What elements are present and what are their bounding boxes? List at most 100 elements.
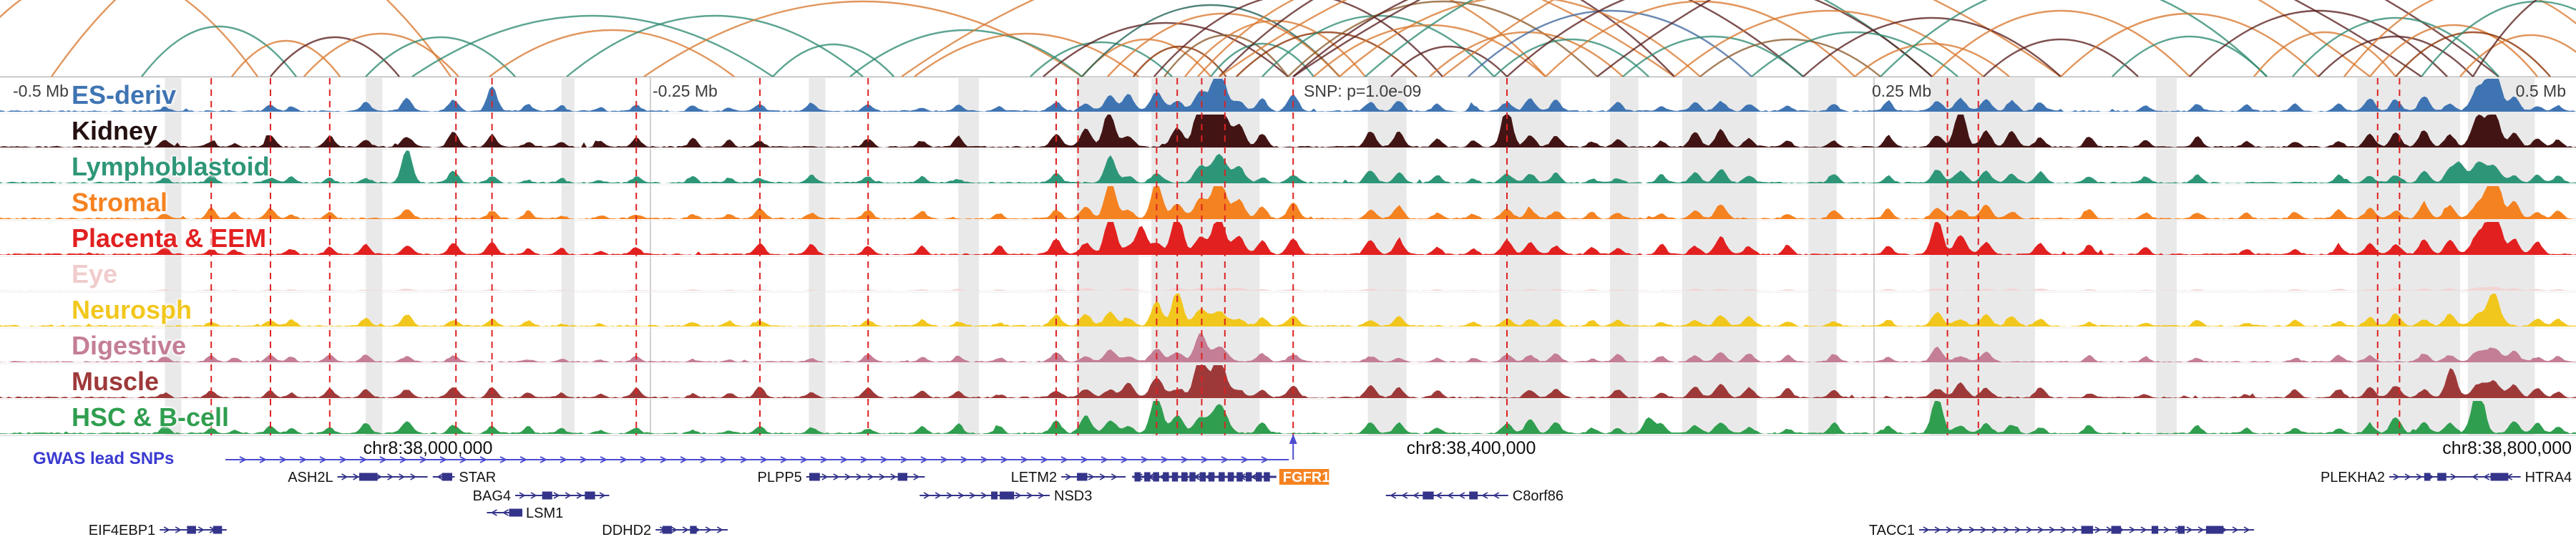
interaction-arc — [1622, 35, 1804, 77]
interaction-arc — [901, 0, 1675, 77]
interaction-arc — [914, 32, 1139, 77]
strand-arrow-icon — [163, 526, 170, 533]
exon-block — [2212, 526, 2224, 534]
gwas-arrow-icon — [419, 456, 428, 463]
signal-track-lymphoblastoid[interactable] — [0, 150, 2576, 183]
gene-letm2[interactable]: LETM2 — [1011, 470, 1126, 485]
gene-label: LSM1 — [526, 505, 563, 521]
ruler-label-plus-0-5: 0.5 Mb — [2515, 82, 2566, 100]
gwas-arrow-icon — [1101, 456, 1109, 463]
interaction-arc — [1219, 0, 2062, 77]
interaction-arc — [772, 44, 895, 77]
interaction-arc — [1236, 31, 1418, 77]
signal-track-kidney[interactable] — [0, 115, 2576, 147]
signal-track-neurosph[interactable] — [0, 294, 2576, 326]
strand-arrow-icon — [197, 526, 205, 533]
strand-arrow-icon — [2232, 526, 2239, 533]
gene-ddhd2[interactable]: DDHD2 — [602, 523, 728, 537]
signal-track-es-deriv[interactable] — [0, 79, 2576, 112]
strand-arrow-icon — [1458, 492, 1465, 499]
exon-block — [2498, 473, 2509, 481]
track-label-hsc-b-cell[interactable]: HSC & B-cell — [72, 402, 230, 432]
gwas-arrow-icon — [299, 456, 308, 463]
interaction-arc — [1468, 9, 1752, 77]
gene-nsd3[interactable]: NSD3 — [919, 488, 1092, 504]
strand-arrow-icon — [856, 473, 863, 480]
gwas-arrow-icon — [1000, 456, 1009, 463]
gene-plekha2[interactable]: PLEKHA2 — [2321, 470, 2468, 485]
signal-track-placenta-eem[interactable] — [0, 222, 2576, 255]
signal-track-stromal[interactable] — [0, 186, 2576, 219]
gene-plpp5[interactable]: PLPP5 — [758, 470, 925, 485]
exon-block — [809, 473, 820, 481]
interaction-arc — [2189, 9, 2448, 77]
gene-htra4[interactable]: HTRA4 — [2467, 470, 2572, 485]
gwas-arrow-icon — [780, 456, 789, 463]
track-label-stromal[interactable]: Stromal — [72, 188, 168, 217]
track-label-lymphoblastoid[interactable]: Lymphoblastoid — [72, 152, 270, 181]
gene-c8orf86[interactable]: C8orf86 — [1385, 488, 1563, 504]
strand-arrow-icon — [1015, 492, 1022, 499]
gwas-arrow-icon — [900, 456, 909, 463]
enhancer-highlight-lines — [210, 78, 2401, 435]
exon-block — [2437, 473, 2446, 481]
gene-label: TACC1 — [1869, 523, 1915, 537]
track-label-eye[interactable]: Eye — [72, 259, 118, 289]
interaction-arc — [2253, 32, 2396, 77]
strand-arrow-icon — [1065, 473, 1072, 480]
gwas-arrow-icon — [720, 456, 728, 463]
interaction-arc — [2395, 31, 2551, 77]
exon-block — [1219, 472, 1225, 482]
gene-ash2l[interactable]: ASH2L — [288, 470, 428, 485]
interaction-arc — [0, 0, 258, 77]
gwas-arrow-icon — [680, 456, 688, 463]
gene-label: STAR — [459, 470, 496, 485]
gene-eif4ebp1[interactable]: EIF4EBP1 — [89, 523, 227, 537]
strand-arrow-icon — [2140, 526, 2147, 533]
gwas-arrow-icon — [279, 456, 288, 463]
strand-arrow-icon — [2060, 526, 2067, 533]
signal-track-digestive[interactable] — [0, 333, 2576, 363]
interaction-arc — [1390, 45, 1508, 77]
strand-arrow-icon — [923, 492, 930, 499]
track-label-neurosph[interactable]: Neurosph — [72, 295, 192, 324]
signal-track-hsc-b-cell[interactable] — [0, 401, 2576, 434]
interaction-arc — [1197, 0, 1546, 77]
gene-tacc1[interactable]: TACC1 — [1869, 523, 2254, 537]
interaction-arcs — [0, 0, 2576, 77]
gene-bag4[interactable]: BAG4 — [473, 488, 610, 504]
gene-star[interactable]: STAR — [432, 470, 496, 485]
track-label-digestive[interactable]: Digestive — [72, 331, 187, 360]
gwas-arrow-icon — [399, 456, 408, 463]
gene-lsm1[interactable]: LSM1 — [487, 505, 563, 521]
interaction-arc — [489, 29, 735, 77]
strand-arrow-icon — [2037, 526, 2044, 533]
gwas-arrow-icon — [1221, 456, 1229, 463]
gene-fgfr1[interactable]: FGFR1 — [1132, 469, 1330, 485]
strand-arrow-icon — [1111, 473, 1118, 480]
track-label-es-deriv[interactable]: ES-deriv — [72, 80, 177, 110]
exon-block — [1236, 472, 1243, 482]
signal-track-muscle[interactable] — [0, 365, 2576, 398]
track-separators — [0, 77, 2576, 400]
gwas-arrow-icon — [319, 456, 328, 463]
interaction-arc — [1506, 0, 1933, 77]
gwas-arrow-icon — [580, 456, 588, 463]
coordinate-left: chr8:38,000,000 — [363, 438, 493, 458]
track-label-placenta-eem[interactable]: Placenta & EEM — [72, 223, 267, 253]
track-label-kidney[interactable]: Kidney — [72, 116, 158, 145]
gwas-arrow-icon — [359, 456, 368, 463]
interaction-arc — [1153, 0, 1443, 77]
track-label-muscle[interactable]: Muscle — [72, 367, 160, 396]
interaction-arc — [2112, 35, 2268, 77]
strand-arrow-icon — [2129, 526, 2136, 533]
gwas-arrow-icon — [700, 456, 708, 463]
gene-label: HTRA4 — [2525, 470, 2572, 485]
exon-block — [2177, 526, 2185, 534]
gwas-arrow-icon — [540, 456, 548, 463]
signal-track-eye[interactable] — [0, 286, 2576, 291]
interaction-arc — [2369, 24, 2538, 77]
strand-arrow-icon — [2483, 473, 2490, 480]
strand-arrow-icon — [2450, 473, 2457, 480]
strand-arrow-icon — [946, 492, 953, 499]
